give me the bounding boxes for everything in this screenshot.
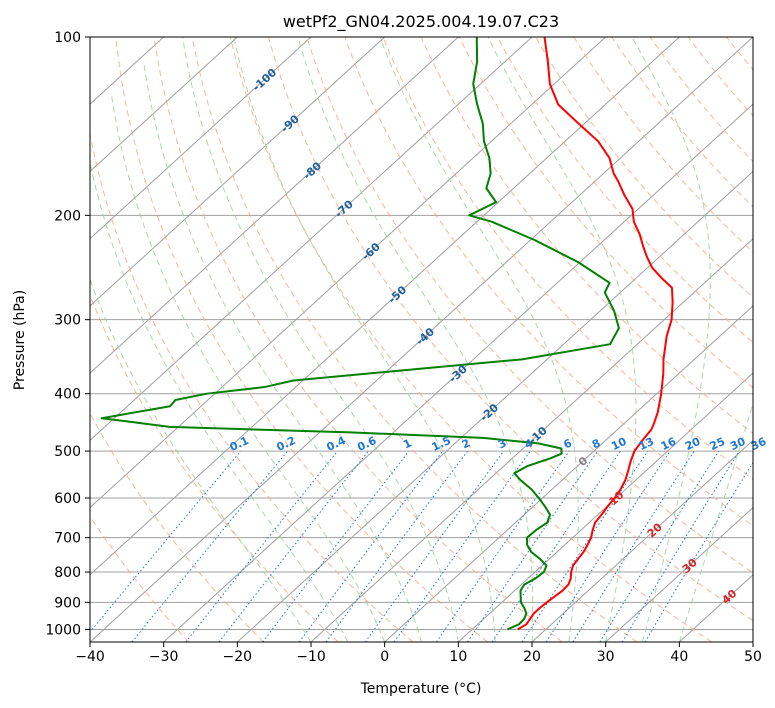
dry-adiabat-0 <box>90 131 414 642</box>
isotherm--20 <box>236 170 753 642</box>
grid-layer <box>90 37 753 642</box>
mixing-ratio-line-13 <box>545 450 671 642</box>
isotherm-0 <box>384 305 753 642</box>
mixing-ratio-line-7 <box>364 450 505 642</box>
y-tick-label: 900 <box>54 595 81 611</box>
series-layer <box>100 37 674 631</box>
mixing-ratio-line-14 <box>572 450 695 642</box>
dry-adiabat-110 <box>496 37 753 344</box>
isotherm--60 <box>90 37 607 509</box>
isotherm--40 <box>90 37 753 642</box>
isotherm-30 <box>605 506 753 642</box>
y-tick-label: 500 <box>54 444 81 460</box>
isotherm-20 <box>531 439 753 642</box>
mixing-ratio-line-8 <box>393 450 531 642</box>
dry-adiabat-80 <box>382 37 753 481</box>
mixing-ratio-line-15 <box>599 450 720 642</box>
mixing-ratio-line-1 <box>131 450 288 642</box>
mixing-ratio-line-2 <box>185 450 338 642</box>
moist-adiabat-35 <box>631 37 711 642</box>
mixing-ratio-label: 16 <box>659 435 679 453</box>
isotherm-10 <box>457 372 753 642</box>
x-tick-label: 50 <box>744 649 762 665</box>
x-tick-label: 0 <box>380 649 389 665</box>
isotherm--50 <box>90 37 680 576</box>
x-axis-ticks: −40 −30 −20 −10 0 10 20 30 40 50 <box>75 642 762 665</box>
y-tick-label: 800 <box>54 565 81 581</box>
y-tick-label: 1000 <box>45 622 81 638</box>
mixing-ratio-line-16 <box>621 450 740 642</box>
isotherm--90 <box>90 37 386 307</box>
dry-adiabat-70 <box>344 37 753 527</box>
x-tick-label: −30 <box>149 649 179 665</box>
mixing-ratio-label: 13 <box>637 435 656 453</box>
moist-adiabat-20 <box>297 37 534 642</box>
mixing-ratio-label: 36 <box>749 435 769 453</box>
dewpoint-profile-line <box>100 37 620 631</box>
x-tick-label: 20 <box>523 649 541 665</box>
dry-adiabat-100 <box>458 37 753 389</box>
moist-adiabat-15 <box>233 37 496 642</box>
isotherm--70 <box>90 37 533 442</box>
y-tick-label: 700 <box>54 531 81 547</box>
moist-adiabat-5 <box>143 61 422 642</box>
dry-adiabat-40 <box>229 37 712 642</box>
x-tick-label: 30 <box>597 649 615 665</box>
mixing-ratio-line-4 <box>262 450 410 642</box>
dry-adiabat-30 <box>191 37 638 642</box>
x-tick-label: 40 <box>670 649 688 665</box>
temperature-profile-line <box>517 37 674 631</box>
mixing-ratio-line-3 <box>218 450 369 642</box>
isotherm--80 <box>90 37 459 374</box>
y-tick-label: 300 <box>54 313 81 329</box>
isotherm--10 <box>310 237 753 642</box>
moist-adiabat-10 <box>182 37 459 642</box>
isotherm--100 <box>90 37 312 240</box>
moist-adiabat-25 <box>379 37 579 642</box>
y-tick-label: 200 <box>54 208 81 224</box>
y-axis-label: Pressure (hPa) <box>12 290 28 390</box>
mixing-ratio-line-0 <box>90 450 242 633</box>
x-tick-label: −20 <box>223 649 253 665</box>
dry-adiabat-130 <box>573 37 753 253</box>
dry-adiabat-90 <box>420 37 753 435</box>
x-tick-label: 10 <box>449 649 467 665</box>
dry-adiabat-10 <box>115 37 488 642</box>
y-tick-label: 100 <box>54 30 81 46</box>
y-axis-ticks: 100 200 300 400 500 600 700 800 900 1000 <box>45 30 90 638</box>
mixing-ratio-line-17 <box>644 461 753 642</box>
x-tick-label: −40 <box>75 649 105 665</box>
x-tick-label: −10 <box>296 649 326 665</box>
mixing-ratio-label: 20 <box>683 435 703 453</box>
moist-adiabat--5 <box>90 160 349 642</box>
dry-adiabat--20 <box>90 412 264 642</box>
dry-adiabat-50 <box>268 37 753 622</box>
y-tick-label: 600 <box>54 491 81 507</box>
isotherm--110 <box>90 37 238 173</box>
dry-adiabat-150 <box>649 37 753 163</box>
mixing-ratio-label: 30 <box>728 435 748 453</box>
isotherm--30 <box>163 103 753 642</box>
dry-adiabat-20 <box>153 37 563 642</box>
y-tick-label: 400 <box>54 387 81 403</box>
mixing-ratio-label: 10 <box>609 435 629 453</box>
plot-frame <box>89 36 754 643</box>
moist-adiabat--10 <box>90 277 312 642</box>
moist-adiabat-0 <box>110 94 386 642</box>
mixing-ratio-label: 25 <box>708 435 727 453</box>
x-axis-label: Temperature (°C) <box>360 681 482 697</box>
mixing-ratio-line-10 <box>467 450 599 642</box>
moist-adiabat-30 <box>487 37 637 642</box>
chart-title: wetPf2_GN04.2025.004.19.07.C23 <box>283 12 559 32</box>
moist-adiabat-40 <box>678 401 753 642</box>
dry-adiabat-60 <box>306 37 753 574</box>
